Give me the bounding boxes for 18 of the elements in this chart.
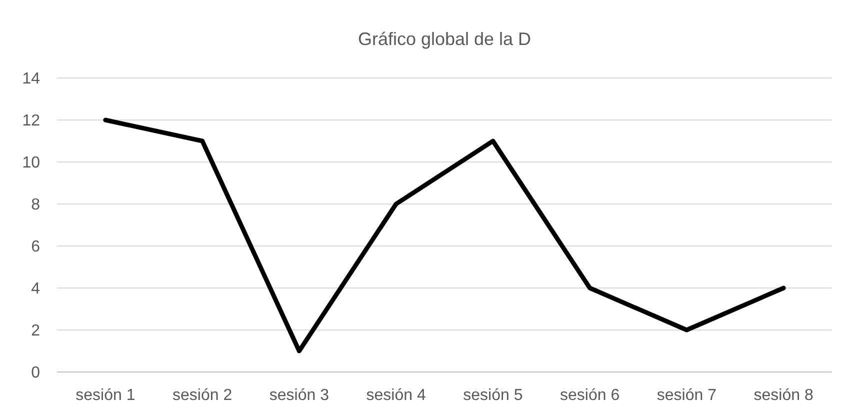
y-tick-label: 0 bbox=[31, 364, 40, 382]
x-tick-label: sesión 8 bbox=[754, 387, 814, 404]
x-tick-label: sesión 7 bbox=[656, 387, 717, 404]
x-tick-label: sesión 1 bbox=[76, 387, 136, 404]
y-tick-label: 10 bbox=[22, 154, 40, 172]
line-series bbox=[103, 118, 786, 354]
x-tick-label: sesión 2 bbox=[172, 387, 232, 404]
y-tick-label: 6 bbox=[31, 238, 40, 256]
x-tick-label: sesión 5 bbox=[463, 387, 523, 404]
chart-title: Gráfico global de la D bbox=[358, 29, 532, 49]
y-tick-label: 2 bbox=[31, 322, 40, 340]
y-tick-label: 4 bbox=[31, 280, 40, 298]
x-tick-label: sesión 4 bbox=[366, 387, 426, 404]
x-tick-label: sesión 6 bbox=[560, 387, 620, 404]
y-tick-label: 12 bbox=[22, 112, 40, 130]
y-tick-label: 8 bbox=[31, 196, 40, 214]
y-tick-label: 14 bbox=[22, 70, 40, 88]
x-tick-label: sesión 3 bbox=[269, 387, 330, 404]
